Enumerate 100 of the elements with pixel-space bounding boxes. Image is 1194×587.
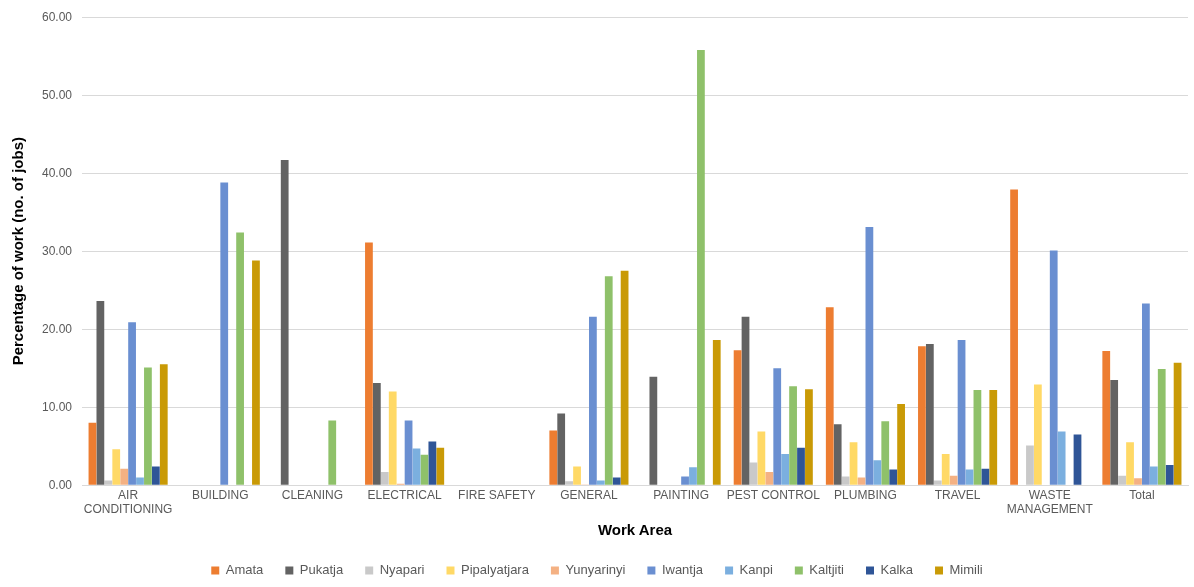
x-tick-label: PEST CONTROL <box>726 487 821 502</box>
bar <box>596 480 605 485</box>
bar <box>436 447 445 485</box>
bar <box>104 480 113 485</box>
bar <box>404 420 413 485</box>
bar <box>557 413 566 485</box>
bar <box>365 242 373 485</box>
bar <box>789 386 797 485</box>
bar <box>573 466 581 485</box>
bar <box>159 364 168 485</box>
bar <box>881 421 890 485</box>
legend-label: Mimili <box>949 562 983 578</box>
bar <box>136 477 144 485</box>
bar <box>981 468 990 485</box>
bar <box>1134 478 1142 485</box>
bar <box>797 447 805 485</box>
bar <box>897 404 905 485</box>
bar <box>1126 442 1134 485</box>
bar <box>805 389 813 485</box>
x-tick-label: GENERAL <box>560 487 618 502</box>
y-tick-label: 0.00 <box>48 477 73 492</box>
bar <box>873 460 882 485</box>
bar <box>1110 379 1119 485</box>
legend-label: Iwantja <box>661 562 704 578</box>
x-axis-title: Work Area <box>597 521 673 539</box>
bar <box>733 350 742 485</box>
bar <box>949 475 958 485</box>
bar <box>612 477 621 485</box>
bar <box>989 390 998 485</box>
bar <box>565 481 573 485</box>
bar <box>428 441 437 485</box>
x-tick-label: ELECTRICAL <box>367 487 442 502</box>
x-tick-label: FIRE SAFETY <box>458 487 536 502</box>
bar <box>857 477 866 485</box>
bar <box>1142 303 1150 485</box>
x-tick-label: AIR CONDITIONING <box>83 487 173 517</box>
y-tick-label: 40.00 <box>42 165 73 180</box>
bar <box>973 390 982 485</box>
bar <box>328 420 337 485</box>
bar <box>144 367 152 485</box>
bar <box>112 449 121 485</box>
bar <box>620 270 629 485</box>
legend-label: Kanpi <box>739 562 773 578</box>
bar <box>236 232 244 485</box>
bar <box>1057 431 1066 485</box>
bar <box>712 340 721 485</box>
bar <box>1033 384 1042 485</box>
legend-label: Pipalyatjara <box>460 562 530 578</box>
x-tick-label: BUILDING <box>191 487 249 502</box>
bar <box>549 430 558 485</box>
bar <box>957 340 966 485</box>
legend-label: Kaltjiti <box>809 562 845 578</box>
bar <box>1173 362 1182 485</box>
bar <box>741 316 750 485</box>
bar <box>918 346 926 485</box>
bar <box>833 424 842 485</box>
legend-label: Kalka <box>880 562 914 578</box>
bar <box>380 471 389 485</box>
y-tick-label: 20.00 <box>42 321 73 336</box>
bar <box>1026 445 1034 485</box>
bar <box>697 49 705 485</box>
bar <box>749 462 758 485</box>
bar <box>372 383 381 485</box>
bar <box>151 466 160 485</box>
x-tick-label: CLEANING <box>281 487 344 502</box>
bar <box>941 454 950 485</box>
bar <box>1010 189 1018 485</box>
y-tick-label: 50.00 <box>42 87 73 102</box>
bar <box>280 159 289 485</box>
bar <box>681 476 689 485</box>
bar <box>96 301 105 485</box>
bar <box>88 422 97 485</box>
bar <box>865 227 874 485</box>
bar <box>420 454 429 485</box>
legend-label: Pukatja <box>299 562 344 578</box>
bar <box>765 471 774 485</box>
bar <box>965 469 974 485</box>
bar <box>412 448 421 485</box>
x-tick-label: PAINTING <box>653 487 709 502</box>
bar <box>120 468 129 485</box>
legend-label: Nyapari <box>379 562 425 578</box>
bar <box>604 276 613 485</box>
bar <box>1102 351 1111 485</box>
bar <box>388 391 397 485</box>
bar <box>825 307 834 485</box>
bar <box>1165 464 1174 485</box>
bar <box>649 376 658 485</box>
y-tick-label: 30.00 <box>42 243 73 258</box>
bar <box>220 182 229 485</box>
bar <box>1073 434 1082 485</box>
bar <box>773 368 782 485</box>
bar <box>252 260 260 485</box>
x-tick-label: WASTE MANAGEMENT <box>1006 487 1094 517</box>
bar <box>1118 475 1126 485</box>
x-tick-label: TRAVEL <box>934 487 981 502</box>
bar <box>925 344 934 485</box>
x-tick-label: PLUMBING <box>834 487 897 502</box>
y-tick-label: 10.00 <box>42 399 73 414</box>
bar <box>128 322 136 485</box>
bar <box>933 480 942 485</box>
